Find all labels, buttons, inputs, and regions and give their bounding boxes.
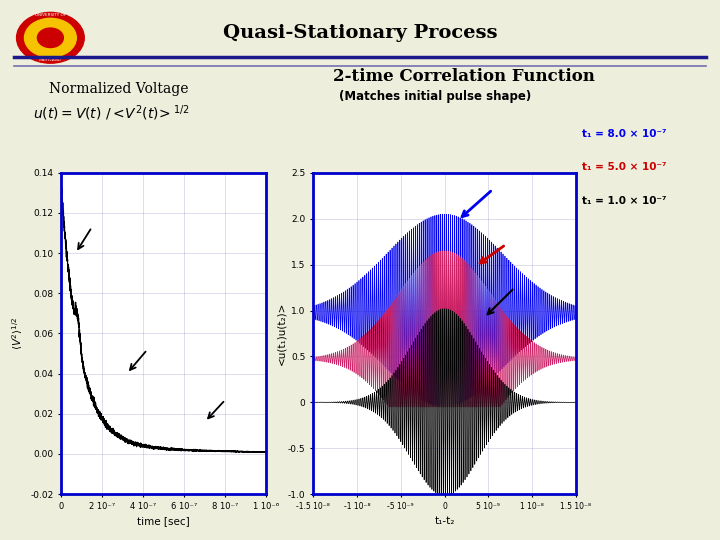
Text: 2-time Correlation Function: 2-time Correlation Function [333, 68, 595, 85]
Text: MARYLAND: MARYLAND [39, 58, 62, 63]
Text: t₁ = 8.0 × 10⁻⁷: t₁ = 8.0 × 10⁻⁷ [582, 129, 666, 139]
Circle shape [37, 28, 63, 48]
X-axis label: time [sec]: time [sec] [138, 516, 190, 526]
Text: t₁ = 5.0 × 10⁻⁷: t₁ = 5.0 × 10⁻⁷ [582, 163, 666, 172]
Y-axis label: <u(t₁)u(t₂)>: <u(t₁)u(t₂)> [276, 302, 287, 365]
Text: t₁ = 1.0 × 10⁻⁷: t₁ = 1.0 × 10⁻⁷ [582, 196, 666, 206]
Y-axis label: $\langle V^2 \rangle^{1/2}$: $\langle V^2 \rangle^{1/2}$ [10, 316, 24, 350]
Circle shape [24, 18, 76, 57]
Text: Normalized Voltage: Normalized Voltage [49, 82, 189, 96]
Text: Quasi-Stationary Process: Quasi-Stationary Process [222, 24, 498, 42]
Circle shape [17, 12, 84, 63]
X-axis label: t₁-t₂: t₁-t₂ [434, 516, 455, 526]
Text: $u(t)=V(t)\ /<\!V^2(t)\!>^{1/2}$: $u(t)=V(t)\ /<\!V^2(t)\!>^{1/2}$ [33, 104, 190, 123]
Text: UNIVERSITY OF: UNIVERSITY OF [35, 13, 66, 17]
Text: (Matches initial pulse shape): (Matches initial pulse shape) [339, 90, 532, 103]
